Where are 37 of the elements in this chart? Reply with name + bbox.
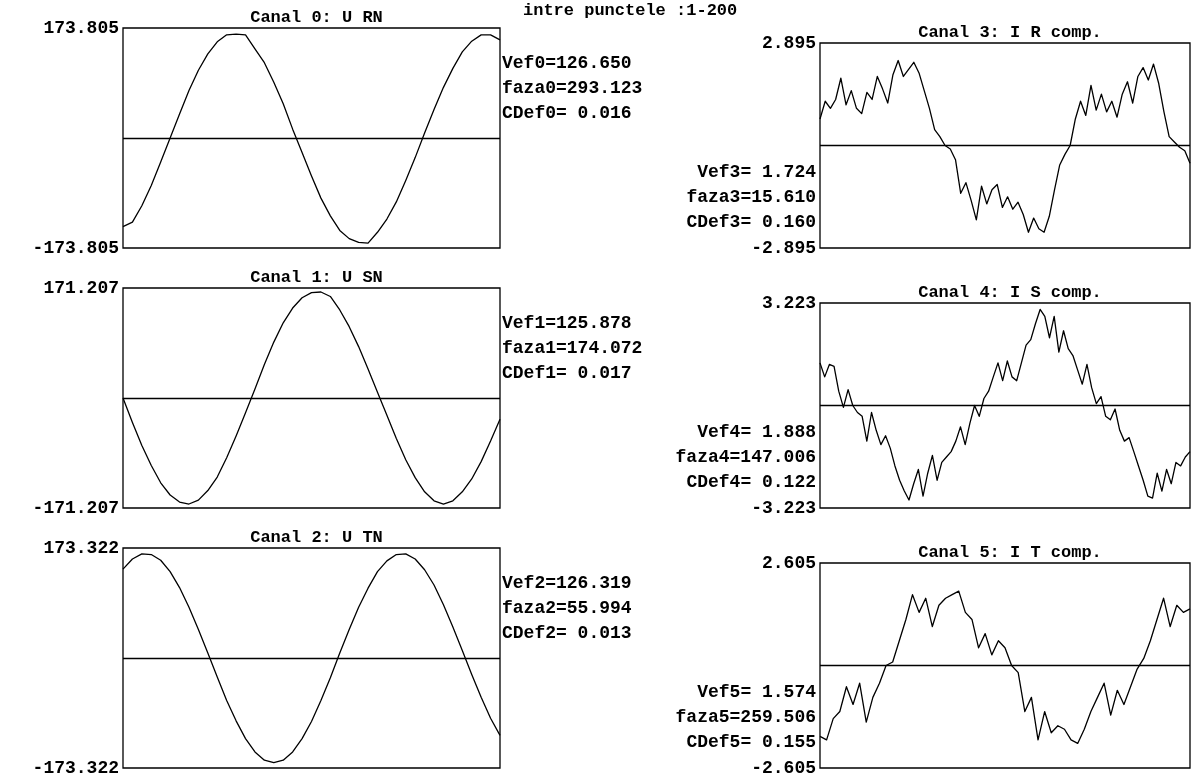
y-tick-label: -2.605: [751, 758, 816, 778]
text: Vef4= 1.888: [697, 422, 816, 442]
y-tick-label: -3.223: [751, 498, 816, 518]
y-tick-label: -173.322: [32, 758, 119, 778]
chart-title: Canal 1: U SN: [250, 268, 383, 287]
y-tick-label: 173.322: [43, 538, 119, 558]
text: CDef0= 0.016: [502, 103, 632, 123]
text: CDef3= 0.160: [686, 212, 816, 232]
y-tick-label: 3.223: [761, 293, 816, 313]
text: faza2=55.994: [502, 598, 632, 618]
y-tick-label: -2.895: [751, 238, 816, 258]
text: Vef3= 1.724: [697, 162, 817, 182]
y-tick-label: 2.605: [761, 553, 816, 573]
text: faza1=174.072: [502, 338, 643, 358]
chart-title: Canal 2: U TN: [250, 528, 383, 547]
y-tick-label: 2.895: [761, 33, 816, 53]
y-tick-label: 171.207: [43, 278, 119, 298]
y-tick-label: -171.207: [32, 498, 119, 518]
text: Vef0=126.650: [502, 53, 632, 73]
text: faza5=259.506: [675, 707, 816, 727]
text: faza3=15.610: [686, 187, 816, 207]
text: Vef5= 1.574: [697, 682, 817, 702]
chart-title: Canal 3: I R comp.: [918, 23, 1102, 42]
text: faza0=293.123: [502, 78, 643, 98]
chart-title: Canal 5: I T comp.: [918, 543, 1102, 562]
chart-title: Canal 4: I S comp.: [918, 283, 1102, 302]
text: Vef2=126.319: [502, 573, 632, 593]
text: intre punctele :1-200: [523, 1, 738, 20]
text: CDef4= 0.122: [686, 472, 816, 492]
text: Vef1=125.878: [502, 313, 632, 333]
text: faza4=147.006: [675, 447, 816, 467]
text: CDef2= 0.013: [502, 623, 632, 643]
text: CDef5= 0.155: [686, 732, 816, 752]
y-tick-label: -173.805: [32, 238, 119, 258]
chart-title: Canal 0: U RN: [250, 8, 383, 27]
y-tick-label: 173.805: [43, 18, 119, 38]
text: CDef1= 0.017: [502, 363, 632, 383]
